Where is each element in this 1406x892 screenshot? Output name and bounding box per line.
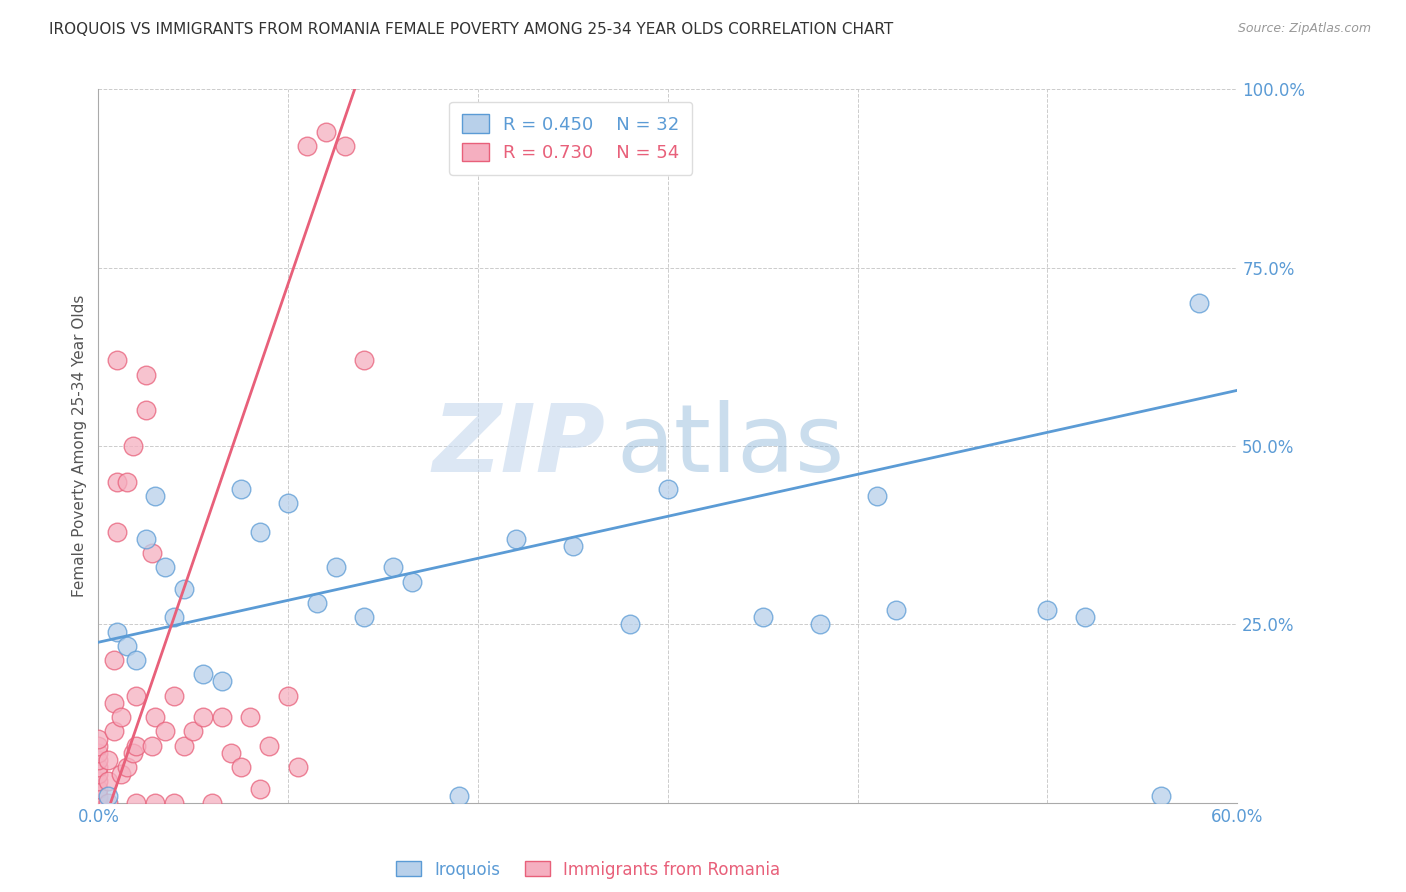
Point [125, 796, 148, 810]
Point [163, 610, 186, 624]
Point [562, 539, 585, 553]
Text: Source: ZipAtlas.com: Source: ZipAtlas.com [1237, 22, 1371, 36]
Point [1074, 610, 1097, 624]
Point [173, 582, 195, 596]
Point [229, 760, 252, 774]
Point [657, 482, 679, 496]
Point [115, 475, 138, 489]
Point [135, 368, 157, 382]
Point [110, 710, 132, 724]
Point [141, 739, 163, 753]
Point [191, 710, 214, 724]
Point [866, 489, 889, 503]
Point [305, 596, 328, 610]
Point [153, 724, 176, 739]
Point [87, 789, 110, 803]
Point [97, 789, 120, 803]
Point [183, 724, 205, 739]
Point [87, 767, 110, 781]
Point [87, 739, 110, 753]
Point [115, 760, 138, 774]
Point [87, 753, 110, 767]
Point [141, 546, 163, 560]
Point [325, 560, 347, 574]
Point [808, 617, 831, 632]
Point [191, 667, 214, 681]
Point [107, 524, 129, 539]
Point [277, 496, 299, 510]
Point [121, 746, 143, 760]
Point [163, 689, 186, 703]
Point [249, 781, 271, 796]
Point [353, 353, 375, 368]
Point [145, 710, 167, 724]
Point [87, 781, 110, 796]
Point [287, 760, 309, 774]
Point [125, 739, 148, 753]
Point [135, 403, 157, 417]
Text: ZIP: ZIP [432, 400, 605, 492]
Point [1188, 296, 1211, 310]
Point [87, 774, 110, 789]
Point [353, 610, 375, 624]
Point [135, 532, 157, 546]
Point [145, 796, 167, 810]
Point [103, 724, 125, 739]
Point [1150, 789, 1173, 803]
Point [125, 653, 148, 667]
Text: atlas: atlas [617, 400, 845, 492]
Text: IROQUOIS VS IMMIGRANTS FROM ROMANIA FEMALE POVERTY AMONG 25-34 YEAR OLDS CORRELA: IROQUOIS VS IMMIGRANTS FROM ROMANIA FEMA… [49, 22, 893, 37]
Point [619, 617, 641, 632]
Y-axis label: Female Poverty Among 25-34 Year Olds: Female Poverty Among 25-34 Year Olds [72, 295, 87, 597]
Point [153, 560, 176, 574]
Point [107, 353, 129, 368]
Point [221, 746, 243, 760]
Point [103, 696, 125, 710]
Point [201, 796, 224, 810]
Point [97, 774, 120, 789]
Point [259, 739, 281, 753]
Point [87, 731, 110, 746]
Point [87, 796, 110, 810]
Point [381, 560, 404, 574]
Point [211, 710, 233, 724]
Point [163, 796, 186, 810]
Point [277, 689, 299, 703]
Point [87, 746, 110, 760]
Point [97, 753, 120, 767]
Point [1036, 603, 1059, 617]
Point [87, 760, 110, 774]
Point [249, 524, 271, 539]
Point [297, 139, 319, 153]
Point [107, 624, 129, 639]
Point [401, 574, 423, 589]
Point [211, 674, 233, 689]
Point [103, 653, 125, 667]
Point [110, 767, 132, 781]
Point [173, 739, 195, 753]
Point [335, 139, 357, 153]
Point [115, 639, 138, 653]
Point [884, 603, 907, 617]
Point [315, 125, 337, 139]
Point [229, 482, 252, 496]
Legend: R = 0.450    N = 32, R = 0.730    N = 54: R = 0.450 N = 32, R = 0.730 N = 54 [449, 102, 692, 175]
Point [752, 610, 775, 624]
Point [87, 792, 110, 806]
Point [121, 439, 143, 453]
Point [505, 532, 527, 546]
Point [97, 796, 120, 810]
Point [107, 475, 129, 489]
Point [449, 789, 471, 803]
Point [145, 489, 167, 503]
Point [239, 710, 262, 724]
Point [125, 689, 148, 703]
